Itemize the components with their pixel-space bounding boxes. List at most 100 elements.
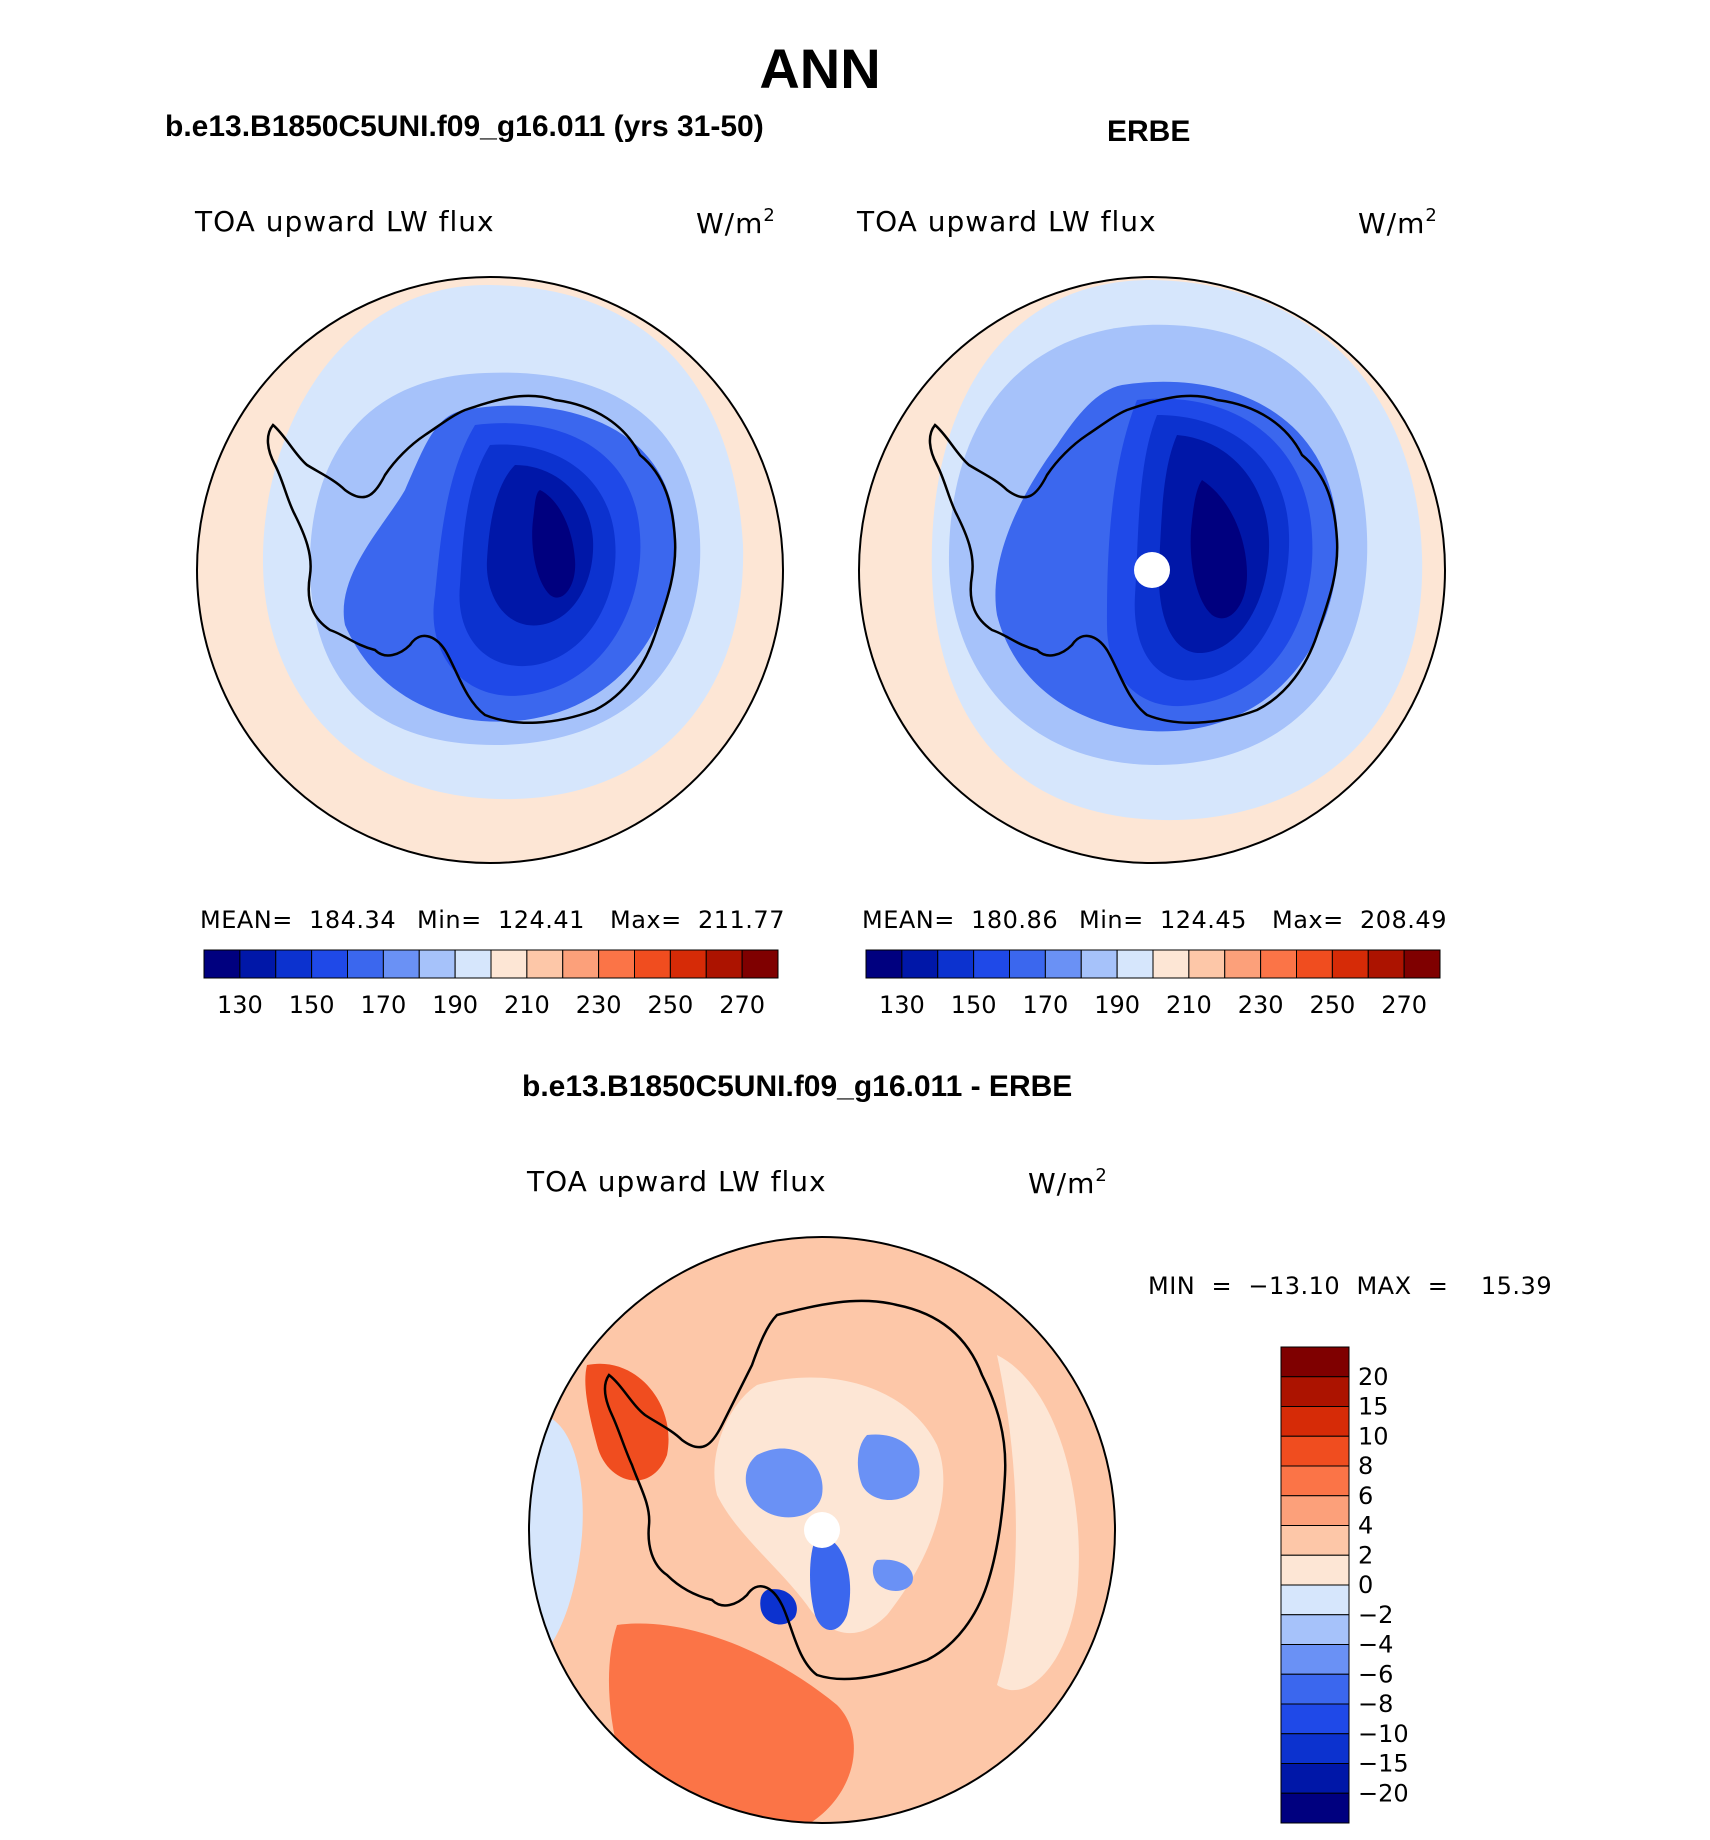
panel3-coastline: [603, 1299, 1007, 1681]
panel2-colorbar-swatch: [973, 949, 1010, 979]
panel3-colorbar-tick-label: 10: [1358, 1422, 1389, 1450]
panel1-colorbar-tick-label: 130: [217, 991, 263, 1019]
panel3-pole-missing: [804, 1512, 840, 1548]
panel3-colorbar-swatch: [1280, 1763, 1350, 1794]
panel2-colorbar-swatch: [865, 949, 903, 979]
panel1-colorbar-swatch: [203, 949, 241, 979]
panel2-coastline: [928, 394, 1339, 725]
panel1-colorbar-tick-label: 190: [432, 991, 478, 1019]
panel1-colorbar-swatch: [275, 949, 313, 979]
panel2-colorbar-swatch: [1403, 949, 1441, 979]
panel2-colorbar-swatch: [1116, 949, 1154, 979]
panel2-colorbar-swatch: [1188, 949, 1226, 979]
panel3-colorbar-swatch: [1280, 1584, 1350, 1616]
panel3-colorbar-tick-label: 15: [1358, 1393, 1389, 1421]
panel1-case-title: b.e13.B1850C5UNI.f09_g16.011 (yrs 31-50): [165, 110, 764, 143]
panel1-max: Max= 211.77: [610, 906, 785, 934]
panel3-colorbar-tick-label: −4: [1358, 1631, 1393, 1659]
panel3-region-near-zero-west: [529, 1413, 583, 1665]
panel3-region-weak-positive-east: [997, 1355, 1079, 1691]
panel2-colorbar-swatch: [1152, 949, 1190, 979]
panel3-colorbar-swatch: [1280, 1495, 1350, 1526]
panel1-colorbar-swatch: [418, 949, 456, 979]
panel3-colorbar-tick-label: 6: [1358, 1482, 1373, 1510]
panel3-colorbar-swatch: [1280, 1644, 1350, 1675]
panel3-colorbar-swatch: [1280, 1554, 1350, 1586]
panel1-colorbar-swatch: [382, 949, 420, 979]
panel3-colorbar-swatch: [1280, 1673, 1350, 1705]
panel2-units: W/m2: [1358, 205, 1438, 240]
panel2-colorbar-tick-label: 230: [1238, 991, 1284, 1019]
panel3-colorbar-tick-label: 0: [1358, 1571, 1373, 1599]
panel3-colorbar-swatch: [1280, 1614, 1350, 1645]
panel2-polar-map: [858, 276, 1446, 864]
panel1-colorbar-swatch: [526, 949, 564, 979]
panel2-colorbar: 130 150 170 190 210 230 250 270: [865, 949, 1441, 1019]
panel3-polar-map: [528, 1236, 1116, 1824]
panel1-colorbar-tick-label: 250: [647, 991, 693, 1019]
panel2-case-title: ERBE: [1107, 115, 1191, 148]
panel2-colorbar-tick-label: 170: [1022, 991, 1068, 1019]
panel1-variable-label: TOA upward LW flux: [195, 205, 495, 238]
panel3-colorbar-tick-label: 2: [1358, 1541, 1373, 1569]
panel1-colorbar-swatch: [705, 949, 743, 979]
panel2-min: Min= 124.45: [1079, 906, 1247, 934]
panel2-zone-dome: [1190, 480, 1247, 619]
panel2-colorbar-tick-label: 270: [1381, 991, 1427, 1019]
panel1-zone-dome: [532, 490, 576, 598]
panel2-colorbar-swatch: [937, 949, 975, 979]
panel3-minmax: MIN = −13.10 MAX = 15.39: [1148, 1272, 1553, 1300]
panel3-colorbar-tick-label: −6: [1358, 1660, 1393, 1688]
panel3-colorbar-tick-label: −10: [1358, 1720, 1409, 1748]
panel2-colorbar-swatch: [1080, 949, 1118, 979]
panel3-colorbar-swatch: [1280, 1376, 1350, 1407]
panel2-colorbar-swatch: [1296, 949, 1333, 979]
panel3-region-negative-3: [810, 1535, 851, 1630]
panel1-colorbar-swatch: [741, 949, 779, 979]
panel3-colorbar-tick-label: 8: [1358, 1452, 1373, 1480]
panel3-colorbar-tick-label: −8: [1358, 1690, 1393, 1718]
panel3-region-negative-1: [745, 1448, 823, 1518]
panel2-colorbar-swatch: [1367, 949, 1405, 979]
main-title: ANN: [759, 37, 881, 100]
panel3-variable-label: TOA upward LW flux: [527, 1165, 827, 1198]
panel3-colorbar-swatch: [1280, 1406, 1350, 1437]
panel1-colorbar-swatch: [562, 949, 600, 979]
panel3-colorbar-tick-label: −20: [1358, 1779, 1409, 1807]
panel3-colorbar-swatch: [1280, 1435, 1350, 1467]
panel2-colorbar-tick-label: 210: [1166, 991, 1212, 1019]
panel2-pole-missing: [1134, 552, 1170, 588]
panel1-coastline: [266, 394, 677, 725]
panel1-mean: MEAN= 184.34: [200, 906, 397, 934]
panel3-case-title: b.e13.B1850C5UNI.f09_g16.011 - ERBE: [522, 1070, 1073, 1103]
panel2-colorbar-swatch: [1260, 949, 1297, 979]
panel3-colorbar-tick-label: −15: [1358, 1750, 1409, 1778]
panel2-colorbar-swatch: [1331, 949, 1369, 979]
panel1-colorbar-swatch: [490, 949, 528, 979]
panel1-colorbar-swatch: [347, 949, 384, 979]
panel2-colorbar-swatch: [1044, 949, 1082, 979]
panel1-colorbar-swatch: [669, 949, 707, 979]
panel1-colorbar-swatch: [454, 949, 492, 979]
panel3-region-moderate-positive-south: [608, 1623, 854, 1823]
panel1-units: W/m2: [696, 205, 776, 240]
panel2-colorbar-swatch: [901, 949, 939, 979]
panel1-colorbar-swatch: [239, 949, 277, 979]
panel3-colorbar-swatch: [1280, 1703, 1350, 1735]
panel2-colorbar-swatch: [1009, 949, 1046, 979]
panel2-max: Max= 208.49: [1272, 906, 1447, 934]
panel1-polar-map: [196, 276, 784, 864]
panel1-colorbar-tick-label: 270: [719, 991, 765, 1019]
panel3-colorbar-swatch: [1280, 1346, 1350, 1378]
panel1-colorbar: 130 150 170 190 210 230 250 270: [203, 949, 779, 1019]
panel2-colorbar-swatch: [1224, 949, 1262, 979]
panel3-region-negative-2: [857, 1434, 920, 1500]
panel3-colorbar-swatch: [1280, 1525, 1350, 1556]
panel3-colorbar-swatch: [1280, 1792, 1350, 1824]
panel2-colorbar-tick-label: 190: [1094, 991, 1140, 1019]
panel2-colorbar-tick-label: 150: [951, 991, 997, 1019]
panel1-colorbar-swatch: [311, 949, 348, 979]
panel3-colorbar-tick-label: −2: [1358, 1601, 1393, 1629]
panel3-colorbar-swatch: [1280, 1465, 1350, 1497]
